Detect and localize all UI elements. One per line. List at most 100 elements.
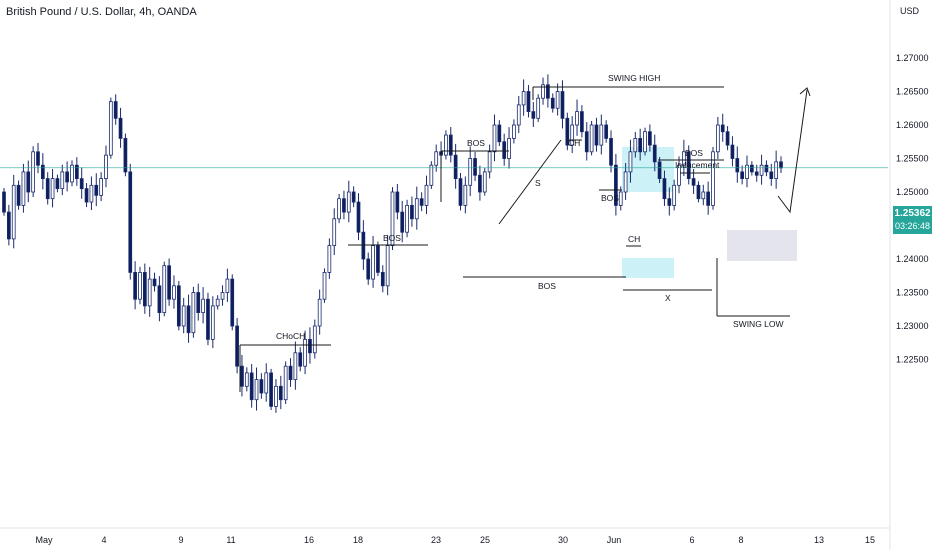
candle-body xyxy=(176,285,181,327)
bar-countdown: 03:26:48 xyxy=(894,221,931,231)
candle-body xyxy=(385,245,390,287)
candle-body xyxy=(342,198,346,213)
candle-body xyxy=(560,91,565,119)
candle-body xyxy=(167,265,171,300)
candle-body xyxy=(79,178,84,190)
annotation-label-10: X xyxy=(665,293,671,303)
candle-body xyxy=(662,178,667,200)
candle-body xyxy=(691,178,696,186)
price-axis-unit: USD xyxy=(900,6,920,16)
candle-body xyxy=(60,171,65,190)
candle-body xyxy=(526,91,531,113)
candle-body xyxy=(502,141,507,159)
annotation-label-1: SWING HIGH xyxy=(608,73,660,83)
x-tick-label: 16 xyxy=(304,535,314,545)
candle-body xyxy=(764,164,769,173)
candle-body xyxy=(240,365,244,387)
annotation-label-13: S xyxy=(535,178,541,188)
y-tick-label: 1.23000 xyxy=(896,321,929,331)
candle-body xyxy=(750,164,754,173)
candle-body xyxy=(769,171,774,179)
annotation-label-7: Inducement xyxy=(675,160,720,170)
candle-body xyxy=(162,265,167,314)
candle-body xyxy=(6,211,11,240)
candle-body xyxy=(11,184,16,240)
candle-body xyxy=(541,84,545,99)
candle-body xyxy=(21,171,26,206)
candle-body xyxy=(652,144,657,163)
x-tick-label: 18 xyxy=(353,535,363,545)
annotation-label-3: BOS xyxy=(383,233,401,243)
candle-body xyxy=(2,191,6,213)
y-tick-label: 1.27000 xyxy=(896,53,929,63)
y-tick-label: 1.25000 xyxy=(896,187,929,197)
candle-body xyxy=(356,201,361,233)
candle-body xyxy=(628,151,633,173)
candle-body xyxy=(745,164,749,179)
candle-body xyxy=(191,292,196,334)
candle-body xyxy=(133,271,137,300)
x-tick-label: 11 xyxy=(226,535,235,545)
candle-body xyxy=(123,137,128,173)
candle-body xyxy=(74,164,79,179)
candle-body xyxy=(108,101,113,156)
candle-body xyxy=(317,298,322,327)
candle-body xyxy=(725,131,730,146)
candle-body xyxy=(487,151,492,173)
candle-body xyxy=(371,245,375,280)
y-tick-label: 1.26000 xyxy=(896,120,929,130)
candle-body xyxy=(667,198,672,206)
candle-body xyxy=(264,372,269,394)
candle-body xyxy=(361,231,366,260)
candle-body xyxy=(711,151,715,206)
candle-body xyxy=(40,164,45,179)
candle-body xyxy=(235,325,239,367)
candle-body xyxy=(623,171,628,193)
candle-body xyxy=(142,271,147,307)
candle-body xyxy=(298,352,303,367)
candle-body xyxy=(206,298,210,340)
x-tick-label: 23 xyxy=(431,535,441,545)
candle-body xyxy=(643,131,647,153)
candle-body xyxy=(55,178,60,190)
candle-body xyxy=(507,137,511,159)
current-price-badge: 1.25362 03:26:48 xyxy=(893,206,932,234)
candle-body xyxy=(65,171,69,183)
candle-body xyxy=(424,184,429,206)
trendline-s xyxy=(498,139,562,225)
candle-body xyxy=(230,278,235,327)
candle-body xyxy=(779,161,783,169)
annotation-label-9: BOS xyxy=(538,281,556,291)
x-tick-label: 9 xyxy=(178,535,183,545)
candle-body xyxy=(444,134,448,156)
candle-body xyxy=(410,204,414,220)
y-tick-label: 1.23500 xyxy=(896,288,929,298)
candle-body xyxy=(346,191,351,213)
x-tick-label: 13 xyxy=(814,535,824,545)
candle-body xyxy=(337,198,341,220)
candle-body xyxy=(648,131,652,146)
candle-body xyxy=(473,158,477,176)
x-tick-label: Jun xyxy=(607,535,622,545)
annotation-label-2: BOS xyxy=(467,138,485,148)
candle-body xyxy=(351,191,356,203)
candle-body xyxy=(376,245,380,273)
candle-body xyxy=(94,184,99,196)
candle-body xyxy=(657,161,662,180)
y-tick-label: 1.24000 xyxy=(896,254,929,264)
candle-body xyxy=(244,372,249,387)
candle-body xyxy=(269,372,273,407)
candle-body xyxy=(492,124,497,153)
candle-body xyxy=(759,164,764,176)
candle-body xyxy=(26,171,31,193)
candle-body xyxy=(400,211,405,233)
candle-body xyxy=(147,278,152,307)
candle-body xyxy=(201,298,205,314)
candle-body xyxy=(754,171,759,176)
candle-body xyxy=(104,154,108,179)
candle-body xyxy=(278,385,283,401)
candle-body xyxy=(395,191,400,213)
candle-body xyxy=(419,198,424,206)
